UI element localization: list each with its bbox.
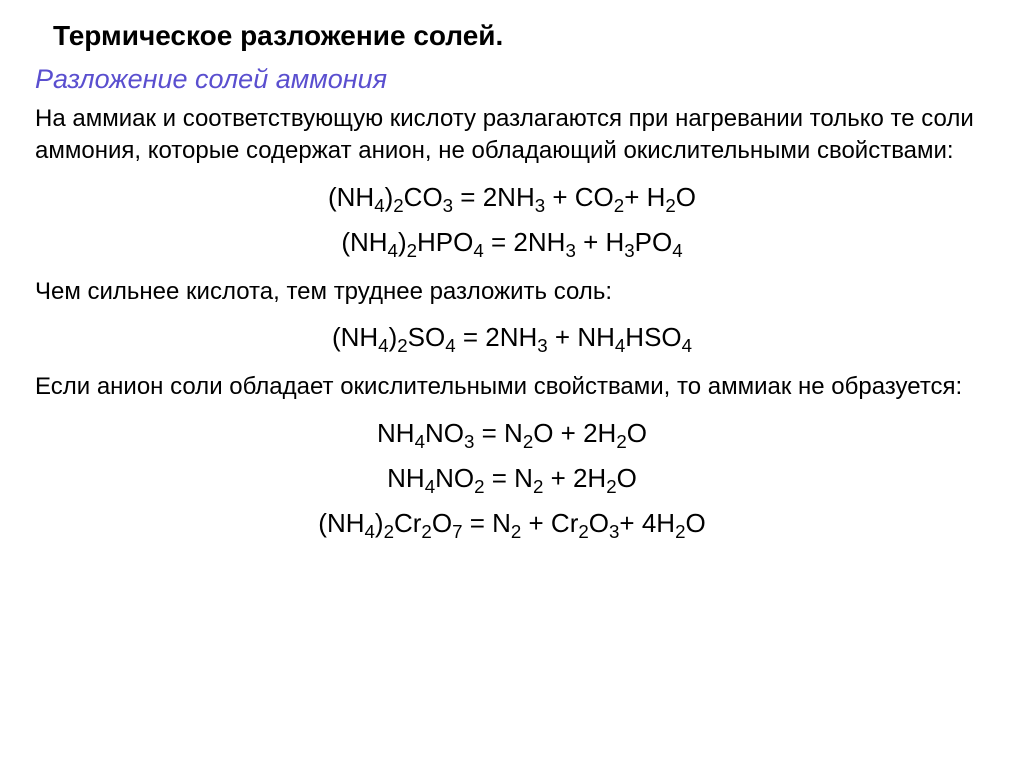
paragraph-2: Чем сильнее кислота, тем труднее разложи… [35,276,989,308]
formula-group-2: (NH4)2SO4 = 2NH3 + NH4HSO4 [35,322,989,353]
document-subtitle: Разложение солей аммония [35,64,989,95]
formula-group-1: (NH4)2CO3 = 2NH3 + CO2+ H2O (NH4)2HPO4 =… [35,182,989,258]
formula-1-1: (NH4)2CO3 = 2NH3 + CO2+ H2O [35,182,989,213]
formula-2-1: (NH4)2SO4 = 2NH3 + NH4HSO4 [35,322,989,353]
paragraph-1: На аммиак и соответствующую кислоту разл… [35,103,989,168]
formula-3-2: NH4NO2 = N2 + 2H2O [35,463,989,494]
formula-3-1: NH4NO3 = N2O + 2H2O [35,418,989,449]
formula-group-3: NH4NO3 = N2O + 2H2O NH4NO2 = N2 + 2H2O (… [35,418,989,539]
formula-3-3: (NH4)2Cr2O7 = N2 + Cr2O3+ 4H2O [35,508,989,539]
document-title: Термическое разложение солей. [35,20,989,52]
formula-1-2: (NH4)2HPO4 = 2NH3 + H3PO4 [35,227,989,258]
paragraph-3: Если анион соли обладает окислительными … [35,371,989,403]
